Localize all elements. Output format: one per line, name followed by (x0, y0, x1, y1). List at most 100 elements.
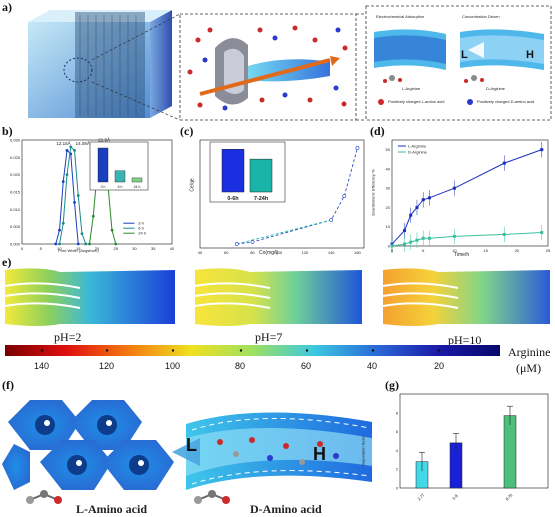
chart-c-frame (199, 139, 365, 249)
chart-b-legend-label: 6 h (138, 226, 144, 231)
chart-c-inset-frame (209, 141, 286, 203)
chart-d-ytick: 40 (386, 166, 391, 171)
colorbar-tick-100: 100 (165, 361, 181, 371)
panel-e-channels (4, 268, 550, 326)
amino-acid-molecule-right (194, 490, 230, 504)
chart-d-xlabel: Time/h (454, 252, 470, 258)
panel-label-b: b) (2, 124, 13, 138)
chart-b-point (73, 149, 76, 152)
chart-b-inset-bar (131, 177, 143, 183)
colorbar-ticks (40, 349, 441, 352)
chart-b-xtick: 30 (132, 246, 137, 251)
chart-d-legend-label: D-Arginine (408, 150, 428, 155)
chart-b-xtick: 40 (170, 246, 175, 251)
chart-b-xlabel: Pore Width (Angstrom) (58, 248, 99, 253)
ph-label-2: pH=2 (54, 330, 82, 344)
chart-b-annotation: 21.9Å (98, 137, 110, 143)
chart-g: 0 2 4 6 8 2.77 5.8 8.76 (396, 393, 549, 502)
ph-label-10: pH=10 (448, 333, 482, 347)
colorbar (5, 345, 500, 356)
chart-b-ytick: 0.015 (10, 190, 21, 195)
ph-label-7: pH=7 (255, 330, 283, 344)
caption-d-amino: D-Amino acid (250, 502, 322, 516)
chart-b-point (76, 242, 80, 246)
chart-g-xtick: 2.77 (416, 492, 426, 502)
chart-b-point (110, 228, 114, 232)
chart-d-ytick: 0 (388, 244, 391, 249)
channel-left (374, 29, 446, 70)
legend-l-arginine: L-Arginine (402, 86, 421, 91)
chart-b-ytick: 0.000 (10, 242, 21, 247)
chart-b-xtick: 15 (76, 246, 81, 251)
chart-c: 40 60 80 100 120 140 160 0-6h 7-24h (198, 139, 365, 255)
chart-b-legend-label: 24 h (138, 231, 146, 236)
chart-b-inset-bar (97, 147, 109, 183)
channel-right (460, 29, 544, 70)
colorbar-tick-40: 40 (367, 361, 378, 371)
chart-b-point (76, 194, 80, 197)
legend-d-arginine: D-Arginine (486, 86, 505, 91)
chart-b-inset-label: 6 h (118, 185, 123, 189)
chart-d-legend-label: L-Arginine (408, 144, 427, 149)
chart-c-xtick: 160 (354, 250, 361, 255)
porous-cube (28, 10, 172, 118)
channel-ph2 (4, 268, 175, 326)
chart-c-xtick: 60 (224, 250, 229, 255)
chart-c-point (234, 242, 239, 246)
chart-c-xtick: 140 (328, 250, 335, 255)
chart-b-ytick: 0.005 (10, 224, 21, 229)
chart-b-ytick: 0.025 (10, 155, 21, 160)
chart-c-ylabel: Ce/qe (189, 178, 196, 192)
channel-ph10 (382, 268, 550, 326)
chart-d-xtick: 20 (515, 248, 520, 253)
chart-g-ytick: 0 (396, 486, 399, 491)
letter-l-f: L (186, 435, 197, 455)
chart-b-ytick: 0.010 (10, 207, 21, 212)
panel-a-illustration (28, 5, 552, 121)
colorbar-unit-name: Arginine (508, 345, 551, 359)
chart-d-series-line (391, 149, 542, 245)
chart-g-ytick: 8 (396, 410, 399, 415)
colorbar-tick-20: 20 (434, 361, 445, 371)
chart-b-point (80, 232, 84, 235)
panel-label-a: a) (2, 0, 12, 14)
chart-b-point (58, 242, 61, 246)
chart-b-point (65, 173, 69, 177)
panel-label-c: (c) (180, 124, 194, 138)
chart-b-ytick: 0.020 (10, 172, 21, 177)
chart-b-point (73, 201, 76, 204)
chart-d-point (409, 240, 413, 244)
chart-b-xtick: 25 (114, 246, 119, 251)
legend-pos-l: Positively charged L-amino acid (388, 99, 445, 104)
chart-b-legend-label: 3 h (138, 221, 144, 226)
letter-h-f: H (313, 444, 326, 464)
channel-ph7 (194, 268, 362, 326)
chart-d-xtick: 5 (422, 248, 425, 253)
chart-d-ytick: 50 (386, 147, 391, 152)
chart-c-xtick: 40 (198, 250, 203, 255)
legend-pos-d: Positively charged D-amino acid (477, 99, 535, 104)
letter-h-a: H (526, 49, 534, 61)
chart-b-point (114, 242, 118, 246)
chart-b-xtick: 35 (151, 246, 156, 251)
chart-d-frame (391, 139, 549, 247)
chart-d-series-line (391, 232, 542, 247)
chart-b-point (84, 242, 88, 246)
chart-g-ytick: 6 (396, 429, 399, 434)
chart-g-bar (503, 415, 517, 489)
panel-f-illustration (2, 400, 372, 504)
box-left-title: Electrochemical Adsorption (376, 14, 425, 19)
chart-d-point (402, 229, 406, 233)
chart-d-xtick: 15 (483, 248, 488, 253)
chart-d-point (421, 198, 425, 202)
chart-c-inset-label: 7-24h (254, 196, 269, 202)
chart-d-ytick: 30 (386, 186, 391, 191)
d-channel (172, 412, 372, 490)
chart-b-series-line (59, 145, 87, 245)
chart-g-ylabel: Separation factor (360, 435, 366, 466)
chart-b-frame (21, 139, 173, 245)
chart-d-point (452, 186, 456, 190)
chart-b-point (65, 149, 69, 152)
chart-b-annotation: 12.15Å (56, 140, 70, 146)
colorbar-tick-80: 80 (235, 361, 246, 371)
